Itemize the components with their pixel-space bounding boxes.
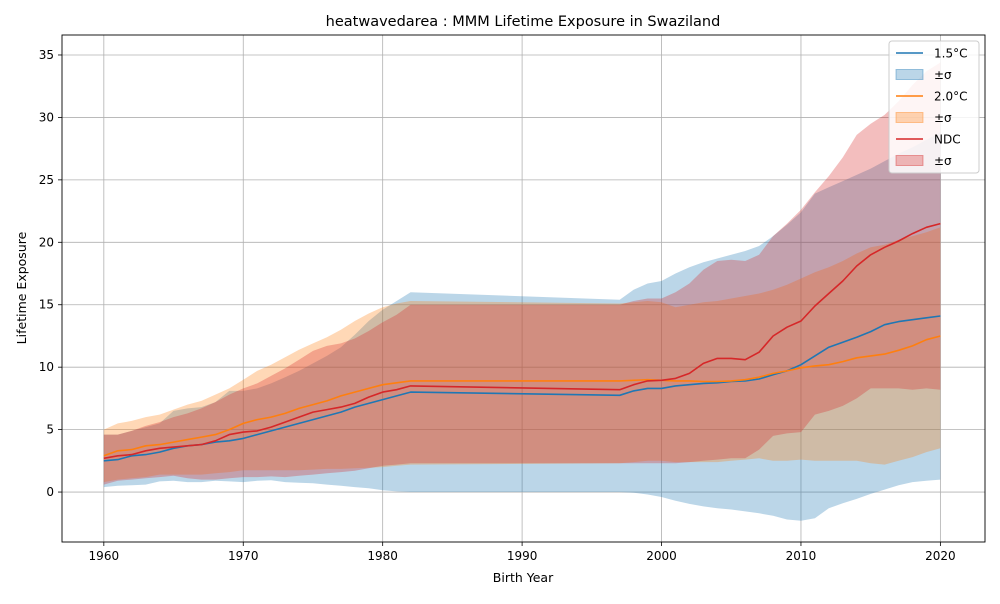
band-2-0c <box>103 227 941 483</box>
x-axis-ticks: 1960 1970 1980 1990 2000 2010 2020 <box>89 542 956 563</box>
line-1-5c <box>103 315 941 462</box>
legend-label: ±σ <box>934 68 952 82</box>
chart-title: heatwavedarea : MMM Lifetime Exposure in… <box>326 14 721 30</box>
legend: 1.5°C ±σ 2.0°C ±σ NDC ±σ <box>888 40 980 174</box>
legend-label: ±σ <box>934 154 952 168</box>
x-axis-label: Birth Year <box>493 570 554 585</box>
y-tick-label: 15 <box>39 298 54 312</box>
y-tick-label: 30 <box>39 110 54 124</box>
plot-frame <box>61 34 986 543</box>
x-tick-label: 1980 <box>367 549 398 563</box>
y-axis-ticks: 0 5 10 15 20 25 30 35 <box>39 48 62 499</box>
legend-band-swatch <box>895 112 924 123</box>
band-1-5c <box>103 132 941 521</box>
x-tick-label: 2010 <box>786 549 817 563</box>
mean-lines <box>103 222 941 462</box>
legend-label: ±σ <box>934 111 952 125</box>
x-tick-label: 1970 <box>228 549 259 563</box>
x-tick-label: 1990 <box>507 549 538 563</box>
legend-band-swatch <box>895 155 924 166</box>
x-tick-label: 2000 <box>646 549 677 563</box>
y-tick-label: 25 <box>39 173 54 187</box>
legend-label: 1.5°C <box>934 47 967 61</box>
line-2-0c <box>103 335 941 457</box>
y-axis-label: Lifetime Exposure <box>14 231 29 344</box>
line-ndc <box>103 222 941 460</box>
legend-label: 2.0°C <box>934 90 967 104</box>
confidence-bands <box>103 62 941 521</box>
y-tick-label: 5 <box>46 423 54 437</box>
x-tick-label: 1960 <box>89 549 120 563</box>
legend-band-swatch <box>895 69 924 80</box>
legend-label: NDC <box>934 133 961 147</box>
legend-box <box>888 40 980 174</box>
y-tick-label: 35 <box>39 48 54 62</box>
x-tick-label: 2020 <box>925 549 956 563</box>
grid-lines <box>62 35 985 542</box>
y-tick-label: 0 <box>46 485 54 499</box>
band-ndc <box>103 62 941 485</box>
y-tick-label: 20 <box>39 235 54 249</box>
y-tick-label: 10 <box>39 360 54 374</box>
